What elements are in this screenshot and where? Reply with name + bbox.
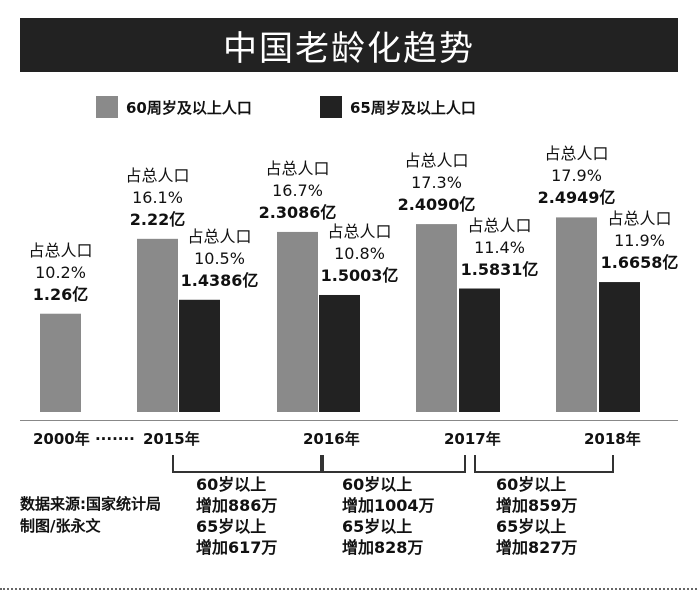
bracket-2015-2016 — [172, 455, 322, 473]
increase-line: 增加617万 — [196, 538, 278, 557]
label-percent: 16.1% — [132, 187, 183, 207]
increase-line: 65岁以上 — [342, 517, 413, 536]
bracket-2017-2018 — [474, 455, 614, 473]
source-line: 数据来源:国家统计局 — [20, 495, 161, 513]
label-caption: 占总人口 — [125, 165, 190, 185]
legend-item-65: 65周岁及以上人口 — [320, 96, 476, 118]
bar-65-3 — [459, 288, 500, 412]
increase-line: 增加828万 — [342, 538, 424, 557]
label-caption: 占总人口 — [327, 221, 392, 241]
increase-line: 增加886万 — [196, 496, 278, 515]
label-percent: 11.4% — [474, 237, 525, 257]
bar-60-label-0: 占总人口 10.2% 1.26亿 — [16, 240, 106, 306]
bar-60-label-2: 占总人口 16.7% 2.3086亿 — [253, 158, 343, 224]
chart-title: 中国老龄化趋势 — [223, 28, 475, 69]
bar-60-1 — [137, 238, 178, 412]
bar-60-label-4: 占总人口 17.9% 2.4949亿 — [532, 143, 622, 209]
bar-65-label-3: 占总人口 11.4% 1.5831亿 — [455, 215, 545, 281]
legend-label-60: 60周岁及以上人口 — [126, 98, 252, 117]
x-tick-label: 2000年 ······· — [33, 430, 135, 448]
increase-line: 增加827万 — [496, 538, 578, 557]
label-caption: 占总人口 — [265, 158, 330, 178]
label-percent: 16.7% — [272, 180, 323, 200]
credit-line: 制图/张永文 — [20, 517, 101, 535]
label-value: 2.4090亿 — [397, 195, 476, 215]
increase-note-2016: 60岁以上 增加886万 65岁以上 增加617万 — [196, 474, 277, 558]
data-source: 数据来源:国家统计局 制图/张永文 — [20, 493, 161, 537]
label-percent: 17.3% — [411, 173, 462, 193]
bar-60-0 — [40, 313, 81, 412]
bar-65-1 — [179, 299, 220, 412]
bracket-2016-2017 — [322, 455, 466, 473]
label-caption: 占总人口 — [28, 240, 93, 260]
label-percent: 10.2% — [35, 262, 86, 282]
legend-label-65: 65周岁及以上人口 — [350, 98, 476, 117]
label-value: 1.6658亿 — [600, 253, 679, 273]
axis-baseline — [20, 420, 678, 421]
label-caption: 占总人口 — [544, 144, 609, 164]
label-value: 2.4949亿 — [537, 188, 616, 208]
bar-65-label-2: 占总人口 10.8% 1.5003亿 — [315, 221, 405, 287]
label-value: 1.4386亿 — [180, 270, 259, 290]
bar-60-label-3: 占总人口 17.3% 2.4090亿 — [392, 150, 482, 216]
label-caption: 占总人口 — [187, 226, 252, 246]
label-caption: 占总人口 — [467, 215, 532, 235]
bar-65-label-1: 占总人口 10.5% 1.4386亿 — [175, 226, 265, 292]
increase-line: 增加859万 — [496, 496, 578, 515]
label-value: 2.3086亿 — [258, 202, 337, 222]
label-value: 1.26亿 — [32, 284, 89, 304]
title-bar: 中国老龄化趋势 — [20, 18, 678, 72]
label-value: 2.22亿 — [129, 209, 186, 229]
increase-line: 60岁以上 — [342, 475, 413, 494]
increase-line: 增加1004万 — [342, 496, 435, 515]
legend-item-60: 60周岁及以上人口 — [96, 96, 252, 118]
label-percent: 10.5% — [194, 248, 245, 268]
x-tick-label: 2016年 — [303, 430, 360, 448]
increase-line: 65岁以上 — [196, 517, 267, 536]
legend-swatch-65 — [320, 96, 342, 118]
x-tick-label: 2017年 — [444, 430, 501, 448]
bar-65-4 — [599, 282, 640, 412]
label-percent: 17.9% — [551, 166, 602, 186]
bar-60-label-1: 占总人口 16.1% 2.22亿 — [113, 165, 203, 231]
bar-65-label-4: 占总人口 11.9% 1.6658亿 — [595, 208, 685, 274]
legend-swatch-60 — [96, 96, 118, 118]
label-value: 1.5831亿 — [460, 259, 539, 279]
label-percent: 10.8% — [334, 243, 385, 263]
bar-60-4 — [556, 217, 597, 412]
x-tick-label: 2015年 — [143, 430, 200, 448]
bar-60-3 — [416, 224, 457, 412]
bar-65-2 — [319, 294, 360, 412]
label-caption: 占总人口 — [404, 151, 469, 171]
increase-note-2017: 60岁以上 增加1004万 65岁以上 增加828万 — [342, 474, 435, 558]
increase-line: 65岁以上 — [496, 517, 567, 536]
increase-line: 60岁以上 — [496, 475, 567, 494]
x-tick-label: 2018年 — [584, 430, 641, 448]
bar-60-2 — [277, 231, 318, 412]
label-caption: 占总人口 — [607, 209, 672, 229]
increase-note-2018: 60岁以上 增加859万 65岁以上 增加827万 — [496, 474, 577, 558]
label-value: 1.5003亿 — [320, 265, 399, 285]
bottom-divider — [0, 588, 697, 590]
label-percent: 11.9% — [614, 231, 665, 251]
increase-line: 60岁以上 — [196, 475, 267, 494]
